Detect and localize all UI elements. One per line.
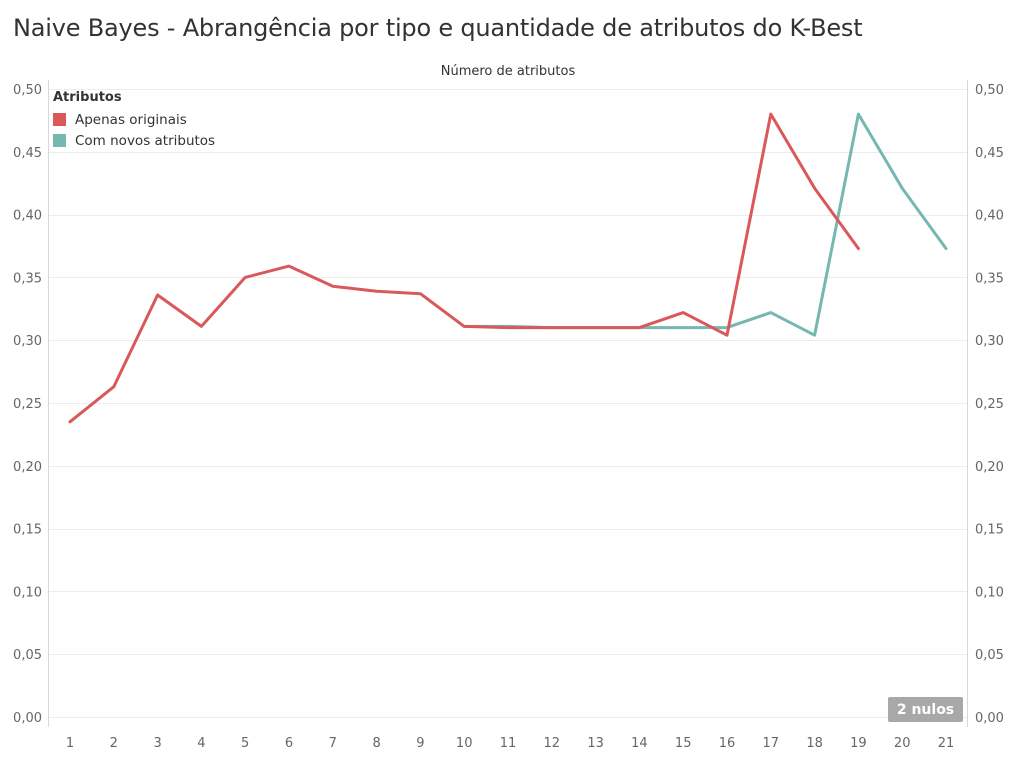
gridlines bbox=[49, 89, 967, 718]
nulls-indicator[interactable]: 2 nulos bbox=[888, 697, 963, 722]
legend-item-apenas-originais[interactable]: Apenas originais bbox=[53, 109, 215, 130]
y-axis-right: 0,00 0,05 0,10 0,15 0,20 0,25 0,30 0,35 0,40 0,45… bbox=[975, 83, 1004, 726]
y-tick-label-right: 0,45 bbox=[975, 146, 1004, 161]
x-tick-label: 8 bbox=[372, 736, 380, 751]
y-tick-label-right: 0,30 bbox=[975, 334, 1004, 349]
series-line-com-novos-atributos[interactable] bbox=[462, 112, 948, 337]
y-tick-label-left: 0,00 bbox=[13, 711, 42, 726]
y-tick-label-left: 0,15 bbox=[13, 523, 42, 538]
x-tick-label: 20 bbox=[894, 736, 911, 751]
x-tick-label: 3 bbox=[153, 736, 161, 751]
y-tick-label-left: 0,25 bbox=[13, 397, 42, 412]
x-tick-label: 7 bbox=[329, 736, 337, 751]
y-tick-label-right: 0,50 bbox=[975, 83, 1004, 98]
x-tick-label: 15 bbox=[675, 736, 692, 751]
y-tick-label-left: 0,45 bbox=[13, 146, 42, 161]
y-tick-label-right: 0,10 bbox=[975, 585, 1004, 600]
y-tick-label-left: 0,30 bbox=[13, 334, 42, 349]
y-tick-label-right: 0,35 bbox=[975, 271, 1004, 286]
x-tick-label: 16 bbox=[719, 736, 736, 751]
y-tick-label-right: 0,00 bbox=[975, 711, 1004, 726]
y-tick-label-right: 0,20 bbox=[975, 460, 1004, 475]
y-tick-label-left: 0,10 bbox=[13, 585, 42, 600]
x-tick-label: 17 bbox=[763, 736, 780, 751]
legend-label-com-novos-atributos: Com novos atributos bbox=[75, 132, 216, 149]
x-tick-label: 18 bbox=[806, 736, 823, 751]
legend-label-apenas-originais: Apenas originais bbox=[75, 111, 187, 128]
series-lines bbox=[68, 112, 948, 424]
x-tick-label: 14 bbox=[631, 736, 648, 751]
legend-swatch-apenas-originais bbox=[53, 113, 66, 126]
y-tick-label-left: 0,20 bbox=[13, 460, 42, 475]
x-tick-label: 10 bbox=[456, 736, 473, 751]
y-tick-label-right: 0,25 bbox=[975, 397, 1004, 412]
y-tick-label-left: 0,35 bbox=[13, 271, 42, 286]
x-tick-label: 11 bbox=[500, 736, 517, 751]
legend-title: Atributos bbox=[53, 90, 122, 105]
x-tick-label: 9 bbox=[416, 736, 424, 751]
x-tick-label: 2 bbox=[110, 736, 118, 751]
legend-item-com-novos-atributos[interactable]: Com novos atributos bbox=[53, 130, 215, 151]
y-tick-label-left: 0,40 bbox=[13, 209, 42, 224]
x-tick-label: 19 bbox=[850, 736, 867, 751]
x-tick-label: 5 bbox=[241, 736, 249, 751]
y-tick-label-right: 0,15 bbox=[975, 523, 1004, 538]
y-tick-label-right: 0,40 bbox=[975, 209, 1004, 224]
x-tick-label: 21 bbox=[938, 736, 955, 751]
x-tick-label: 4 bbox=[197, 736, 205, 751]
y-tick-label-left: 0,50 bbox=[13, 83, 42, 98]
y-axis-left: 0,00 0,05 0,10 0,15 0,20 0,25 0,30 0,35 0,40 0,45… bbox=[13, 83, 42, 726]
y-tick-label-left: 0,05 bbox=[13, 648, 42, 663]
x-tick-label: 13 bbox=[587, 736, 604, 751]
legend: Atributos Apenas originais Com novos atr… bbox=[53, 90, 215, 151]
y-tick-label-right: 0,05 bbox=[975, 648, 1004, 663]
chart-title: Naive Bayes - Abrangência por tipo e qua… bbox=[13, 14, 863, 42]
x-tick-label: 6 bbox=[285, 736, 293, 751]
series-line-apenas-originais[interactable] bbox=[68, 112, 860, 424]
legend-swatch-com-novos-atributos bbox=[53, 134, 66, 147]
x-tick-label: 1 bbox=[66, 736, 74, 751]
x-tick-label: 12 bbox=[544, 736, 561, 751]
x-axis-title: Número de atributos bbox=[441, 64, 576, 79]
x-axis: 1 2 3 4 5 6 7 8 9 10 11 12 13 14 15 16 17 18 19 20 21 bbox=[66, 736, 954, 751]
